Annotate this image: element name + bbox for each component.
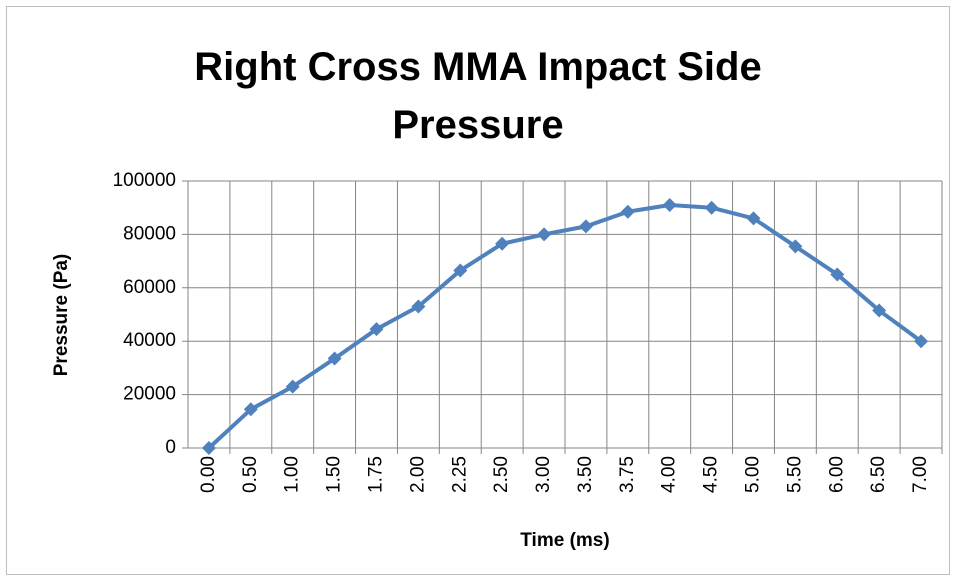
data-marker — [662, 198, 677, 213]
data-marker — [578, 219, 593, 234]
chart-title: Right Cross MMA Impact Side Pressure — [194, 45, 762, 147]
x-tick-label: 2.25 — [449, 456, 470, 493]
x-tick-label: 3.00 — [533, 456, 554, 493]
x-tick-label: 1.00 — [282, 456, 303, 493]
data-marker — [453, 263, 468, 278]
data-marker — [914, 334, 929, 349]
chart-border — [6, 6, 950, 575]
x-tick-label: 5.00 — [743, 456, 764, 493]
data-marker — [537, 227, 552, 242]
data-marker — [411, 299, 426, 314]
data-marker — [327, 351, 342, 366]
data-marker — [830, 267, 845, 282]
data-marker — [495, 236, 510, 251]
data-marker — [704, 200, 719, 215]
x-tick-label: 4.00 — [659, 456, 680, 493]
data-marker — [201, 441, 216, 455]
x-tick-label: 7.00 — [910, 456, 931, 493]
x-tick-label: 2.50 — [491, 456, 512, 493]
x-tick-label: 6.00 — [826, 456, 847, 493]
data-marker — [369, 322, 384, 337]
y-axis-title: Pressure (Pa) — [51, 254, 72, 377]
y-tick-label: 60000 — [123, 277, 176, 298]
x-tick-label: 5.50 — [784, 456, 805, 493]
data-marker — [788, 239, 803, 254]
x-tick-label: 0.50 — [240, 456, 261, 493]
x-tick-label: 3.75 — [617, 456, 638, 493]
data-line — [207, 203, 923, 450]
x-tick-label: 1.50 — [324, 456, 345, 493]
x-axis-title: Time (ms) — [520, 530, 609, 551]
data-marker — [872, 303, 887, 318]
y-tick-label: 40000 — [123, 330, 176, 351]
x-tick-label: 2.00 — [407, 456, 428, 493]
data-marker — [620, 204, 635, 219]
y-tick-label: 0 — [165, 437, 176, 458]
y-tick-label: 80000 — [123, 223, 176, 244]
x-tick-label: 1.75 — [366, 456, 387, 493]
y-tick-label: 20000 — [123, 384, 176, 405]
x-tick-label: 6.50 — [868, 456, 889, 493]
data-marker — [285, 379, 300, 394]
x-tick-label: 4.50 — [701, 456, 722, 493]
x-tick-label: 0.00 — [198, 456, 219, 493]
data-marker — [243, 402, 258, 417]
data-marker — [746, 211, 761, 226]
x-tick-label: 3.50 — [575, 456, 596, 493]
y-tick-label: 100000 — [113, 170, 176, 191]
